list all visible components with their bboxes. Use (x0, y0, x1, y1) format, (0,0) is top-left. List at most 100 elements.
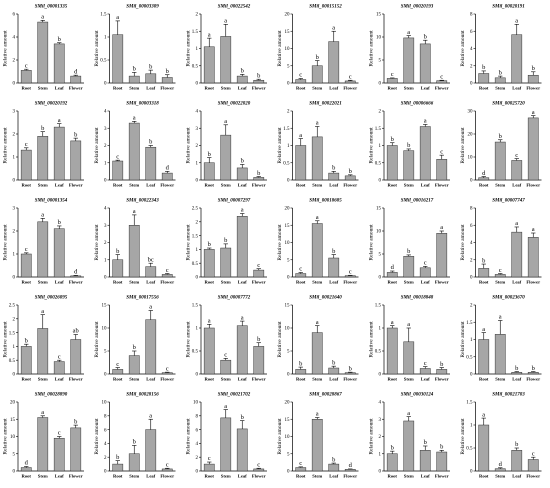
bar (253, 269, 265, 278)
category-label: Flower (526, 183, 540, 188)
chart-panel: SMil_00028867 Relative amount 0 5 10 15 20 c Roo… (277, 393, 359, 479)
significance-letter: a (224, 118, 227, 125)
category-label: Flower (69, 377, 83, 382)
y-tick-label: 20 (285, 13, 291, 18)
significance-letter: c (440, 73, 443, 80)
significance-letter: a (241, 314, 244, 321)
significance-letter: b (332, 248, 335, 255)
significance-letter: c (257, 262, 260, 269)
category-label: Root (22, 183, 32, 188)
y-tick-label: 2 (379, 435, 382, 440)
chart-title: SMil_00030124 (401, 393, 434, 398)
bar (386, 453, 398, 472)
bar (128, 355, 140, 375)
category-label: Leaf (55, 474, 64, 479)
bar (436, 159, 448, 181)
category-label: Flower (69, 474, 83, 479)
category-label: Flower (343, 183, 357, 188)
category-label: Root (479, 183, 489, 188)
category-label: Leaf (238, 474, 247, 479)
category-label: Root (22, 474, 32, 479)
significance-letter: c (349, 73, 352, 80)
category-label: Flower (252, 183, 266, 188)
significance-letter: d (349, 462, 353, 469)
y-tick-label: 1 (379, 452, 382, 457)
category-label: Flower (435, 377, 449, 382)
category-label: Root (22, 280, 32, 285)
chart-panel: SMil_00022343 Relative amount 0 1 2 3 4 b Root a S… (94, 199, 176, 285)
chart-panel: SMil_00021640 Relative amount 0 5 10 15 b Root a… (277, 296, 359, 382)
y-tick-label: 15 (102, 304, 108, 309)
y-tick-label: 10 (376, 230, 382, 235)
chart-panel: SMil_00026095 Relative amount 0 0.5 1 1.5 2 2.5… (3, 296, 84, 382)
significance-letter: c (116, 153, 119, 160)
significance-letter: a (208, 318, 211, 325)
significance-letter: b (332, 359, 335, 366)
y-tick-label: 2 (196, 13, 199, 18)
y-tick-label: 1 (13, 345, 16, 350)
category-label: Flower (252, 474, 266, 479)
category-label: Leaf (238, 183, 247, 188)
chart-panel: SMil_00028156 Relative amount 0 2 4 6 8 10 b Root… (94, 393, 176, 479)
category-label: Root (113, 377, 123, 382)
bar (478, 339, 490, 375)
y-tick-label: 1 (196, 161, 199, 166)
significance-letter: d (482, 170, 486, 177)
y-tick-label: 0.5 (192, 262, 199, 267)
bar (112, 160, 124, 181)
bar (161, 77, 173, 84)
significance-letter: c (58, 430, 61, 437)
category-label: Leaf (146, 377, 155, 382)
bar (145, 73, 157, 84)
y-tick-label: 0 (13, 276, 16, 281)
y-axis-label: Relative amount (277, 127, 283, 164)
significance-letter: d (166, 165, 170, 172)
y-tick-label: 4 (104, 207, 107, 212)
chart-title: SMil_00001335 (35, 5, 68, 10)
chart-panel: SMil_00028890 Relative amount 0 5 10 15 20 d Roo… (3, 393, 84, 479)
y-tick-label: 1.5 (9, 331, 16, 336)
bar (344, 175, 356, 181)
bar (161, 468, 173, 472)
bar (494, 141, 506, 181)
y-tick-label: 2 (196, 144, 199, 149)
y-tick-label: 30 (468, 110, 474, 115)
significance-letter: a (407, 410, 410, 417)
category-label: Leaf (146, 86, 155, 91)
y-tick-label: 10 (102, 401, 108, 406)
significance-letter: a (224, 403, 227, 410)
y-tick-label: 0 (104, 276, 107, 281)
significance-letter: b (74, 418, 77, 425)
y-tick-label: 15 (285, 224, 291, 229)
bar (253, 346, 265, 375)
chart-title: SMil_00026095 (35, 296, 68, 301)
y-tick-label: 2 (470, 304, 473, 309)
chart-title: SMil_00022021 (309, 102, 342, 107)
category-label: Flower (69, 86, 83, 91)
category-label: Stem (221, 86, 231, 91)
bar (311, 419, 323, 472)
y-tick-label: 1 (470, 424, 473, 429)
category-label: Stem (129, 86, 139, 91)
category-label: Leaf (55, 86, 64, 91)
significance-letter: c (299, 460, 302, 467)
category-label: Flower (343, 377, 357, 382)
bar (70, 275, 82, 278)
bar (203, 46, 215, 84)
category-label: Root (296, 474, 306, 479)
y-axis-label: Relative amount (94, 321, 100, 358)
bar (295, 145, 307, 181)
significance-letter: b (74, 131, 77, 138)
significance-letter: b (316, 54, 319, 61)
bar (203, 463, 215, 472)
y-tick-label: 1.5 (192, 234, 199, 239)
bar (70, 75, 82, 84)
category-label: Leaf (55, 183, 64, 188)
bar (511, 231, 523, 278)
chart-title: SMil_00028867 (309, 393, 342, 398)
y-tick-label: 1.5 (375, 127, 382, 132)
category-label: Flower (69, 183, 83, 188)
y-tick-label: 2.5 (192, 207, 199, 212)
chart-panel: SMil_00021702 Relative amount 0 2 4 6 8 10 c Root… (186, 393, 267, 479)
category-label: Stem (495, 86, 505, 91)
